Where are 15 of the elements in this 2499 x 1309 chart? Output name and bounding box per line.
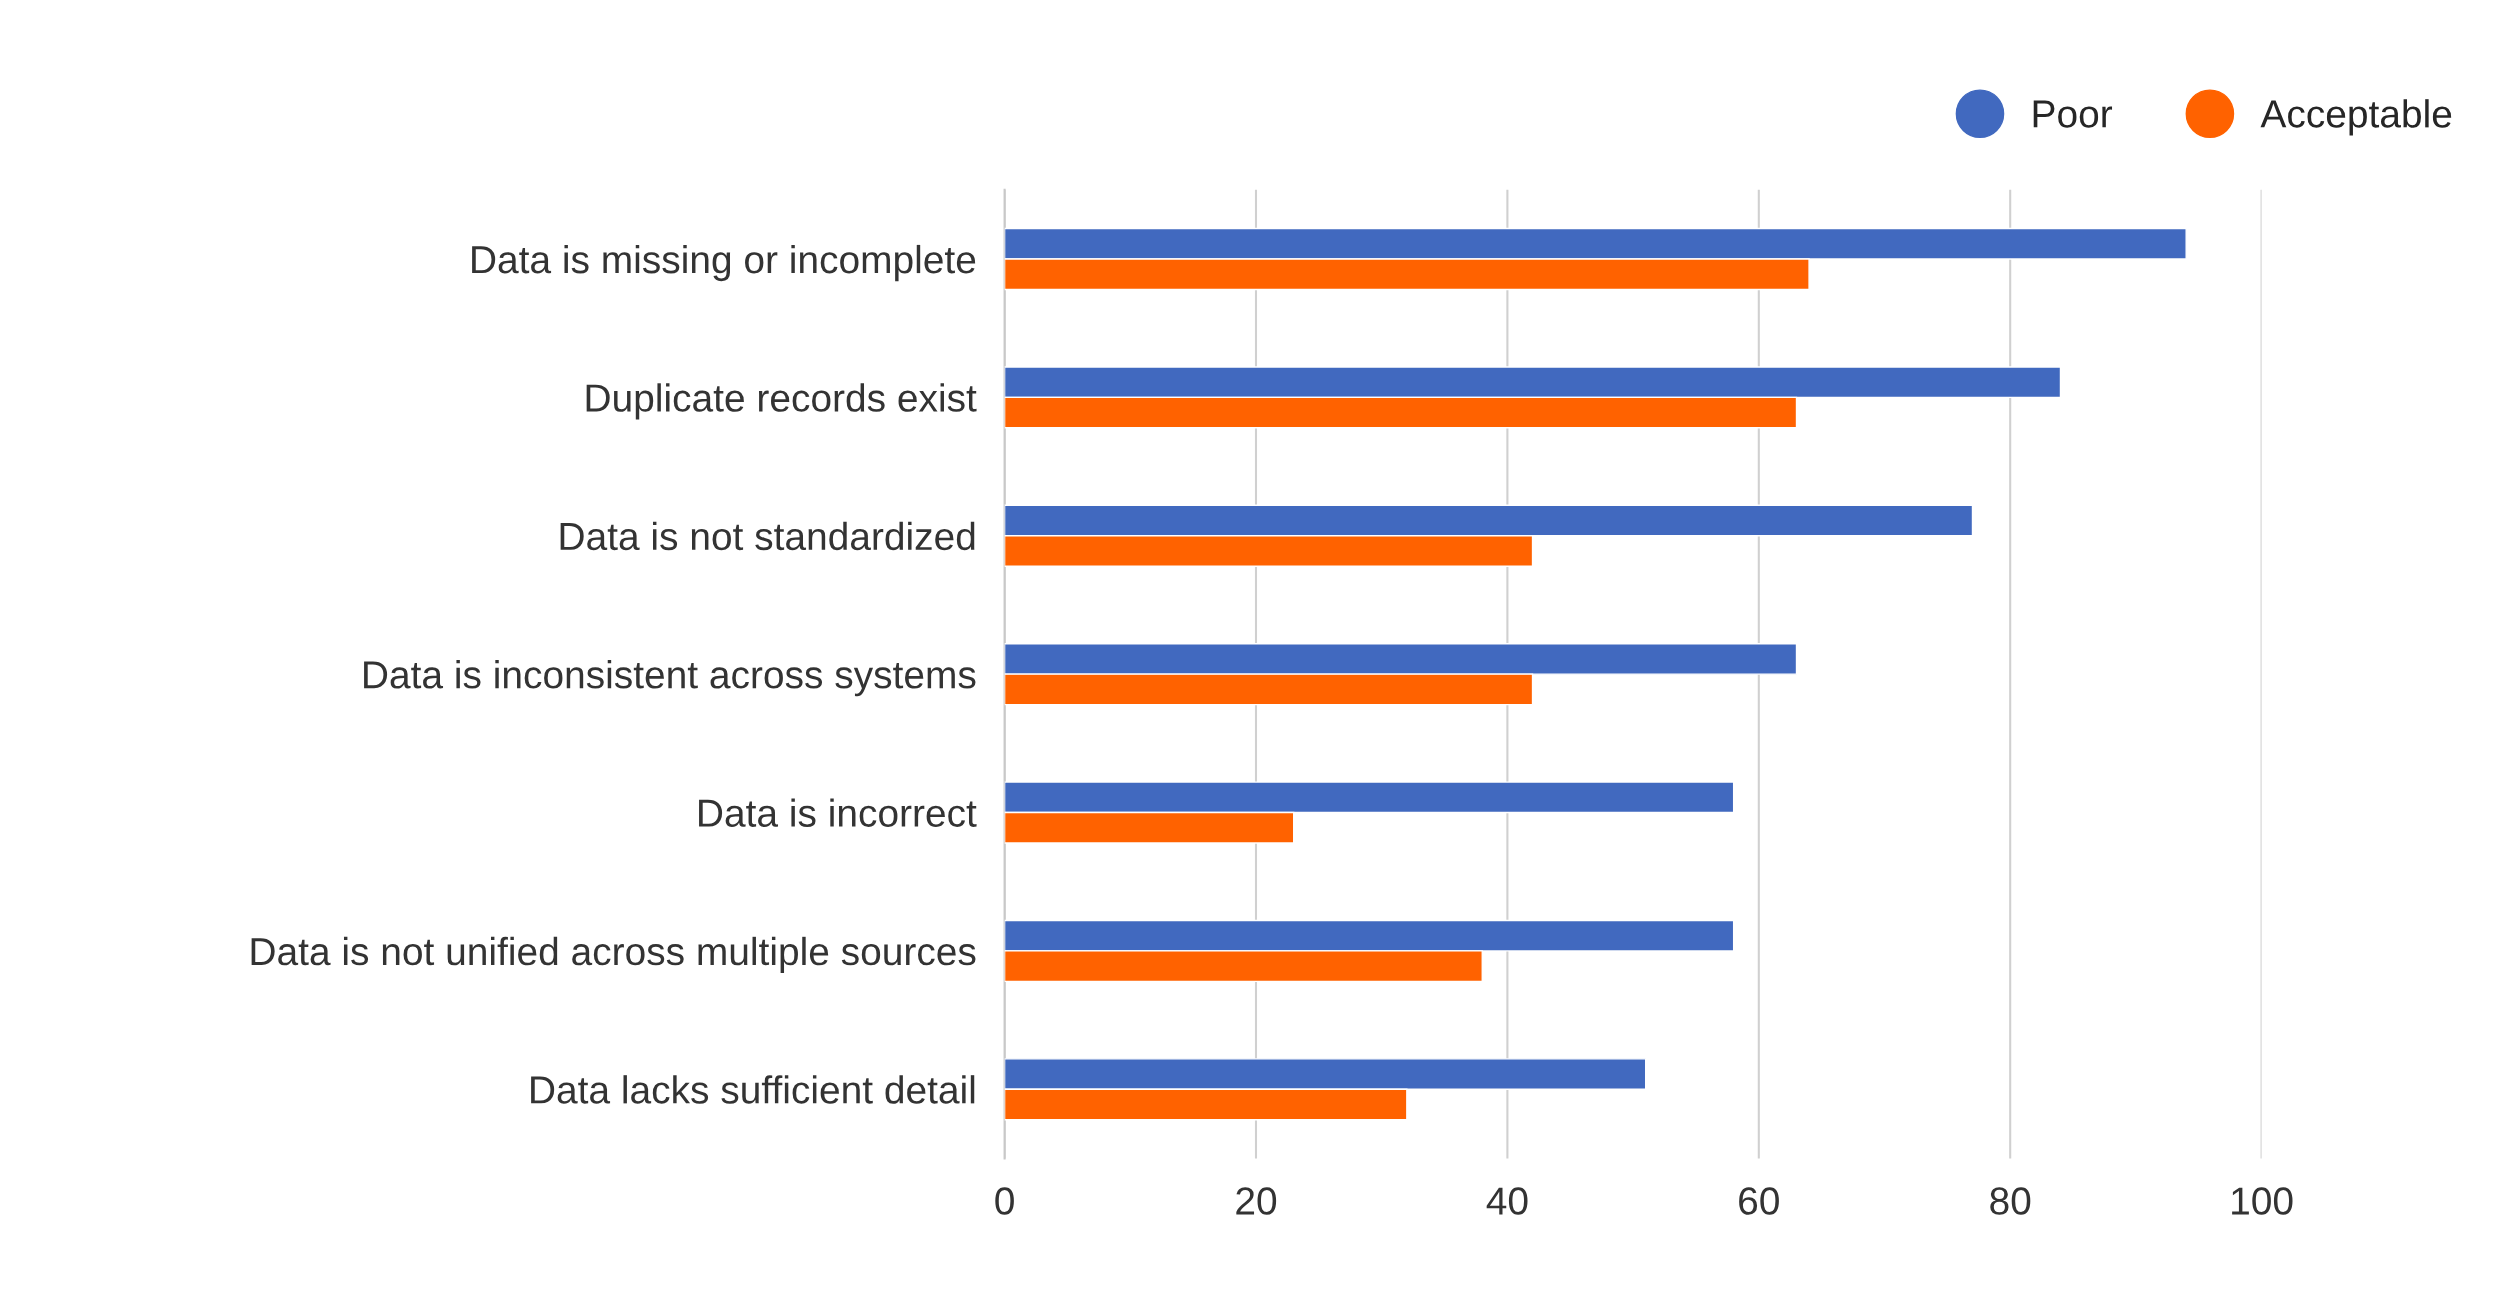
x-tick-label: 60 [1739,1187,1779,1215]
y-tick-label: Data lacks sufficient detail [531,1075,975,1104]
y-tick-label: Data is incorrect [699,798,977,827]
x-tick-label: 100 [2232,1187,2293,1215]
legend-label: Poor [2033,100,2113,128]
x-tick-label: 20 [1236,1187,1277,1215]
x-tick-label: 80 [1990,1187,2031,1215]
y-tick-label: Data is not unified across multiple sources [251,936,976,974]
x-tick-label: 40 [1486,1187,1528,1215]
y-tick-label: Data is inconsistent across systems [364,660,976,697]
y-tick-label: Duplicate records exist [586,383,977,420]
x-tick-label: 0 [995,1187,1014,1215]
legend-label: Acceptable [2260,99,2452,136]
y-tick-label: Data is missing or incomplete [472,244,976,282]
y-tick-label: Data is not standardized [560,521,975,551]
